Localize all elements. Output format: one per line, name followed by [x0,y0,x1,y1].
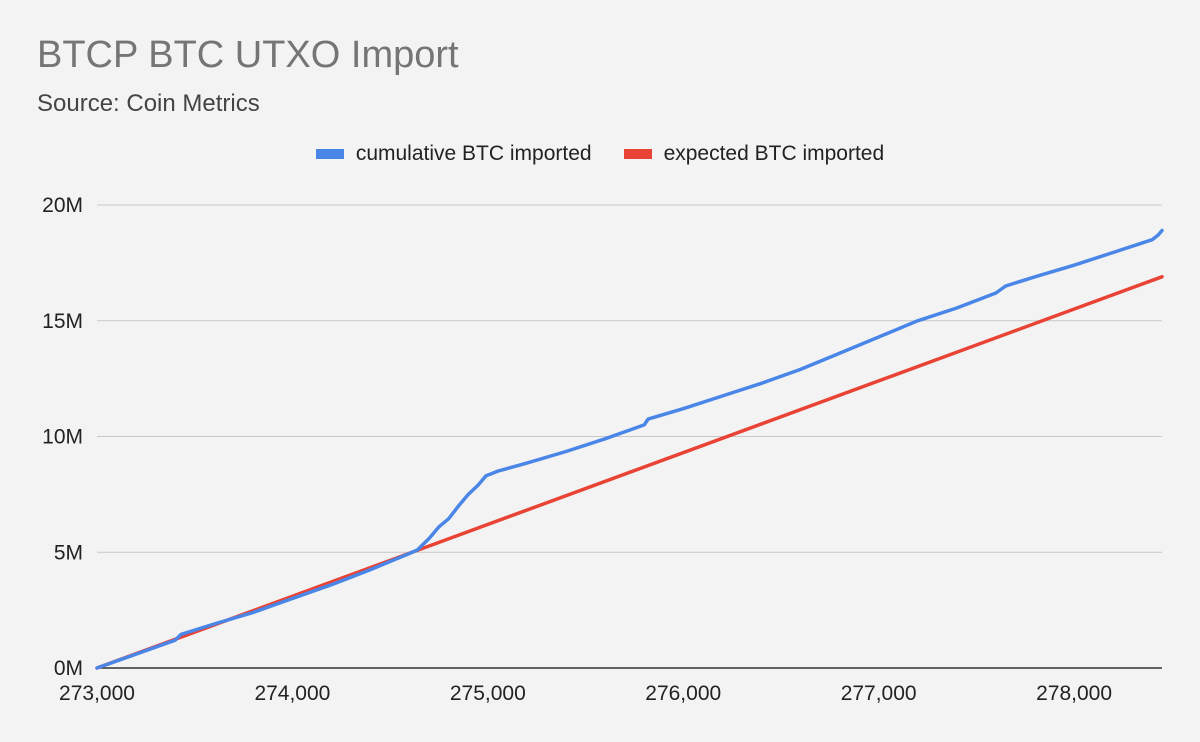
legend-swatch-cumulative [315,149,344,159]
legend-item-cumulative: cumulative BTC imported [315,142,592,166]
y-tick-label: 20M [42,194,83,217]
y-tick-label: 10M [42,426,83,449]
chart-title: BTCP BTC UTXO Import [37,34,459,76]
y-axis-ticks: 0M 5M 10M 15M 20M [42,194,83,680]
legend: cumulative BTC imported expected BTC imp… [0,142,1200,166]
x-tick-label: 275,000 [450,682,526,705]
x-tick-label: 276,000 [645,682,721,705]
gridlines [97,204,1162,669]
series-lines [95,228,1164,670]
x-tick-label: 273,000 [59,682,135,705]
x-axis-ticks: 273,000 274,000 275,000 276,000 277,000 278,0… [59,682,1112,705]
legend-swatch-expected [623,149,652,159]
x-tick-label: 277,000 [841,682,917,705]
legend-label-expected: expected BTC imported [663,142,885,165]
legend-item-expected: expected BTC imported [623,142,885,166]
y-tick-label: 0M [54,657,83,680]
legend-label-cumulative: cumulative BTC imported [355,142,592,165]
series-line-cumulative [95,228,1164,670]
x-tick-label: 274,000 [254,682,330,705]
x-tick-label: 278,000 [1036,682,1112,705]
y-tick-label: 15M [42,310,83,333]
series-line-expected [95,275,1164,670]
chart-subtitle: Source: Coin Metrics [37,90,260,117]
y-tick-label: 5M [54,541,83,564]
